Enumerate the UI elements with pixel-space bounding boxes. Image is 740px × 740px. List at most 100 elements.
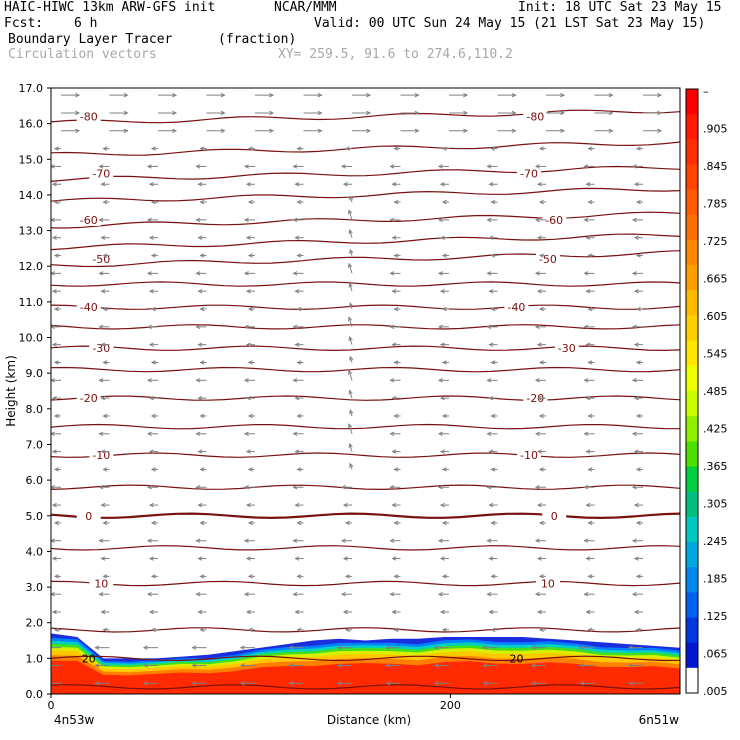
- circulation-vector: [488, 449, 498, 454]
- section-endpoints: XY= 259.5, 91.6 to 274.6,110.2: [278, 47, 513, 62]
- circulation-vector: [53, 520, 61, 526]
- circulation-vector: [51, 591, 61, 597]
- circulation-vector: [199, 360, 207, 365]
- circulation-vector: [199, 199, 207, 205]
- circulation-vector: [536, 449, 546, 454]
- circulation-vector: [437, 164, 449, 169]
- circulation-vector: [158, 128, 178, 133]
- circulation-vector: [352, 110, 372, 116]
- circulation-vector: [98, 324, 110, 330]
- vector-label: Circulation vectors: [8, 47, 157, 62]
- temperature-contour: [51, 423, 680, 430]
- circulation-vector: [142, 645, 158, 650]
- circulation-vector: [538, 253, 546, 258]
- contour-label: 20: [509, 652, 523, 665]
- circulation-vector: [342, 502, 352, 508]
- circulation-vector: [206, 92, 226, 98]
- circulation-vector: [389, 217, 401, 223]
- model-title: HAIC-HIWC 13km ARW-GFS init: [4, 0, 216, 15]
- y-tick-label: 8.0: [26, 403, 44, 416]
- circulation-vector: [393, 520, 401, 526]
- circulation-vector: [587, 306, 595, 312]
- circulation-vector: [389, 591, 401, 597]
- contour-label: -10: [92, 449, 110, 462]
- y-tick-label: 16.0: [19, 118, 44, 131]
- circulation-vector: [497, 92, 517, 98]
- circulation-vector: [347, 209, 353, 221]
- temperature-contour: [51, 141, 680, 156]
- init-time: Init: 18 UTC Sat 23 May 15: [518, 0, 722, 15]
- temperature-contour: [51, 165, 680, 182]
- circulation-vector: [296, 306, 304, 312]
- circulation-vector: [538, 199, 546, 205]
- circulation-vector: [389, 431, 401, 436]
- circulation-vector: [102, 360, 110, 365]
- circulation-vector: [336, 645, 352, 650]
- y-tick-label: 7.0: [26, 438, 44, 451]
- y-tick-label: 9.0: [26, 367, 44, 380]
- circulation-vector: [486, 538, 498, 543]
- circulation-vector: [631, 538, 643, 543]
- circulation-vector: [51, 538, 61, 543]
- y-tick-label: 6.0: [26, 474, 44, 487]
- circulation-vector: [61, 128, 81, 133]
- circulation-vector: [585, 502, 595, 508]
- x-right-endpoint-label: 6n51w: [639, 713, 680, 727]
- colorbar-swatch: [686, 114, 698, 140]
- circulation-vector: [51, 324, 61, 330]
- y-tick-label: 10.0: [19, 332, 44, 345]
- circulation-vector: [296, 253, 304, 258]
- circulation-vector: [94, 663, 110, 668]
- circulation-vector: [98, 485, 110, 490]
- circulation-vector: [53, 413, 61, 419]
- circulation-vector: [631, 485, 643, 490]
- circulation-vector: [342, 609, 352, 615]
- circulation-vector: [631, 324, 643, 330]
- circulation-vector: [247, 574, 255, 579]
- circulation-vector: [393, 467, 401, 472]
- circulation-vector: [393, 306, 401, 312]
- circulation-vector: [585, 342, 595, 347]
- circulation-vector: [385, 663, 401, 668]
- circulation-vector: [303, 128, 323, 133]
- contour-label: -20: [80, 392, 98, 405]
- circulation-vector: [255, 128, 275, 133]
- circulation-vector: [546, 110, 566, 116]
- circulation-vector: [348, 442, 353, 452]
- circulation-vector: [585, 449, 595, 454]
- circulation-vector: [247, 413, 255, 419]
- circulation-vector: [393, 574, 401, 579]
- circulation-vector: [389, 378, 401, 383]
- circulation-vector: [488, 609, 498, 615]
- circulation-vector: [245, 449, 255, 454]
- circulation-vector: [437, 378, 449, 383]
- circulation-vector: [441, 146, 449, 151]
- circulation-vector: [585, 288, 595, 294]
- circulation-vector: [197, 182, 207, 187]
- circulation-vector: [389, 538, 401, 543]
- circulation-vector: [594, 110, 614, 116]
- circulation-vector: [449, 92, 469, 98]
- circulation-vector: [534, 591, 546, 597]
- circulation-vector: [342, 556, 352, 561]
- colorbar-swatch: [686, 391, 698, 417]
- temperature-contour: [51, 211, 680, 229]
- y-tick-label: 5.0: [26, 510, 44, 523]
- circulation-vector: [109, 110, 129, 116]
- circulation-vector: [437, 431, 449, 436]
- circulation-vector: [296, 360, 304, 365]
- contour-label: 0: [85, 510, 92, 523]
- circulation-vector: [633, 342, 643, 347]
- circulation-vector: [292, 538, 304, 543]
- circulation-vector: [148, 449, 158, 454]
- circulation-vector: [437, 271, 449, 276]
- contour-label: 0: [551, 510, 558, 523]
- contour-label: -80: [526, 111, 544, 124]
- circulation-vector: [348, 389, 353, 399]
- circulation-vector: [348, 335, 353, 345]
- colorbar-swatch: [686, 139, 698, 165]
- circulation-vector: [439, 182, 449, 187]
- circulation-vector: [587, 199, 595, 205]
- circulation-vector: [243, 485, 255, 490]
- colorbar-swatch: [686, 290, 698, 316]
